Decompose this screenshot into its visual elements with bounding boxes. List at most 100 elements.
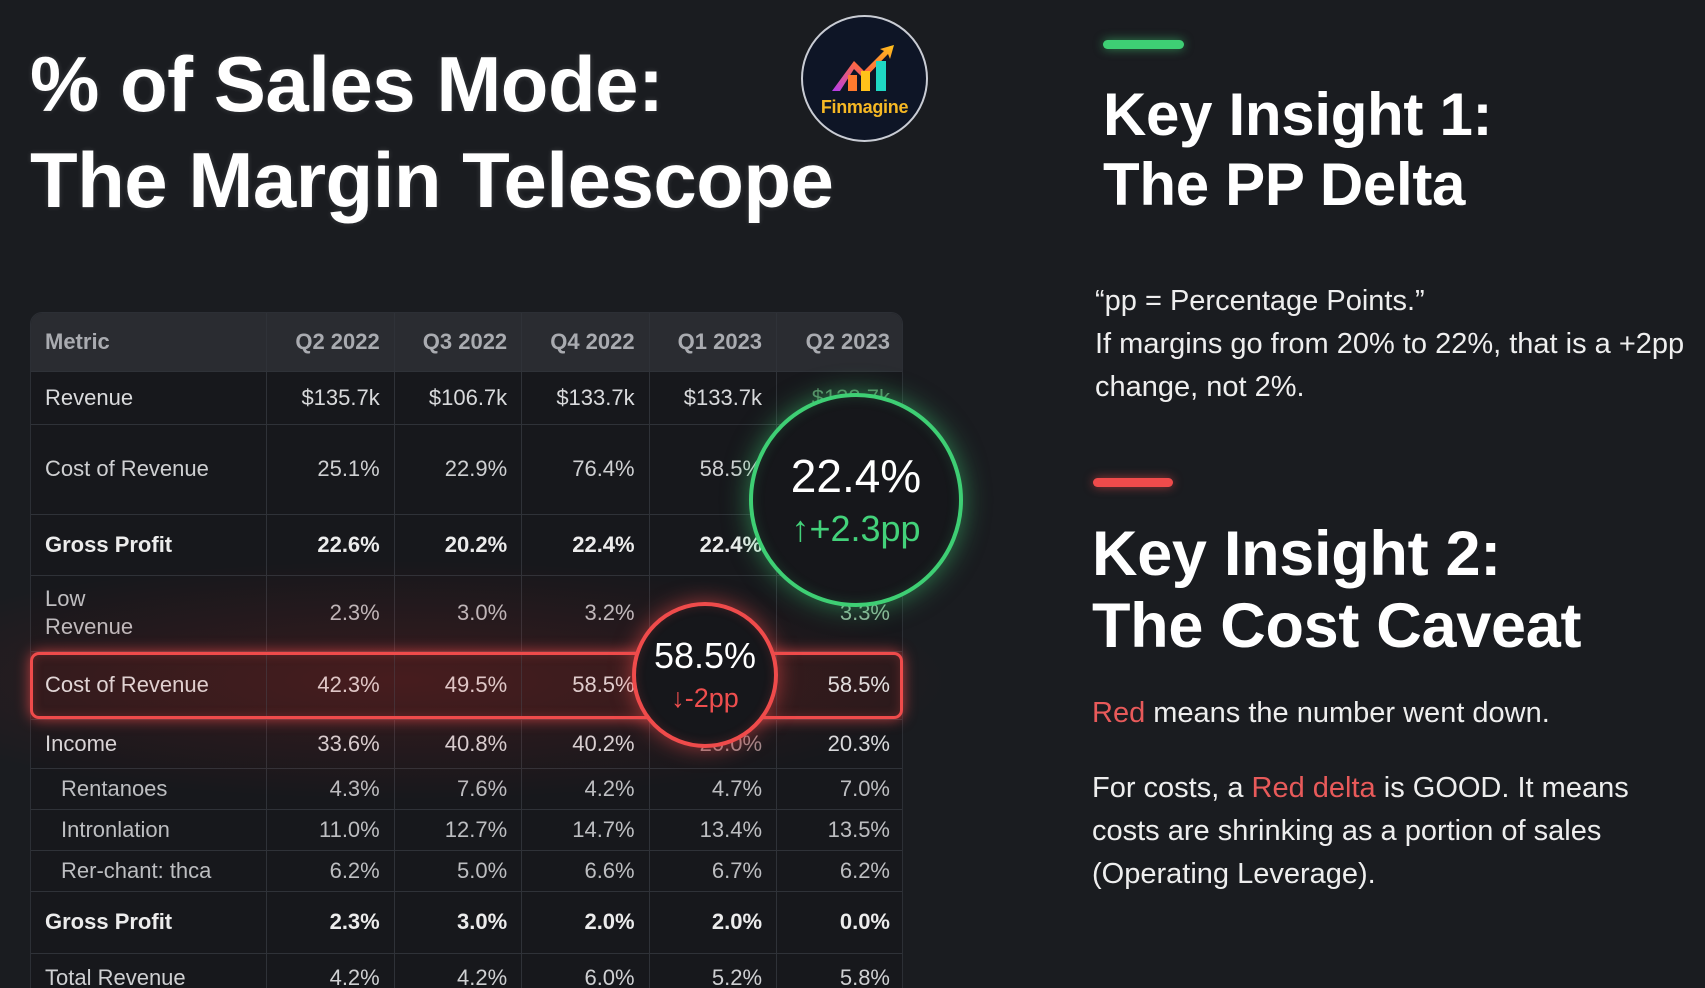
row-label: Cost of Revenue: [31, 424, 268, 515]
column-header-metric: Metric: [31, 313, 268, 372]
cell: 33.6%: [266, 719, 395, 769]
row-label: Gross Profit: [31, 514, 268, 576]
column-header-q1-2023: Q1 2023: [649, 313, 778, 372]
column-header-q2-2022: Q2 2022: [266, 313, 395, 372]
cell: 12.7%: [394, 809, 523, 851]
table-row: Gross Profit 22.6% 20.2% 22.4% 22.4%: [31, 514, 902, 576]
cell: $135.7k: [266, 371, 395, 425]
cell: 25.1%: [266, 424, 395, 515]
insight-2-legend: Red means the number went down.: [1092, 692, 1702, 735]
cell: 2.3%: [266, 891, 395, 954]
red-delta-keyword: Red delta: [1251, 772, 1376, 804]
cell: 5.0%: [394, 850, 523, 892]
insight-1-title: Key Insight 1: The PP Delta: [1103, 80, 1493, 220]
table-row: Total Revenue 4.2% 4.2% 6.0% 5.2% 5.8%: [31, 953, 902, 988]
cell: $106.7k: [394, 371, 523, 425]
cell: 7.6%: [394, 768, 523, 810]
body-suffix: is GOOD. It means costs are shrinking as…: [1092, 772, 1629, 890]
red-accent-bar: [1093, 478, 1173, 487]
cell: 3.2%: [521, 575, 650, 652]
cell: 14.7%: [521, 809, 650, 851]
cell: 42.3%: [266, 651, 395, 720]
row-label: Revenue: [31, 371, 268, 425]
cell: 4.2%: [521, 768, 650, 810]
insight-2-title-line-1: Key Insight 2:: [1092, 519, 1501, 589]
cell: 76.4%: [521, 424, 650, 515]
cell: 3.0%: [394, 575, 523, 652]
cell: 2.0%: [521, 891, 650, 954]
callout-delta-down: ↓-2pp: [671, 683, 739, 713]
insight-2-title: Key Insight 2: The Cost Caveat: [1092, 518, 1581, 662]
cell: 6.7%: [649, 850, 778, 892]
row-label: Low Revenue: [31, 575, 268, 652]
finmagine-logo: Finmagine: [801, 15, 928, 142]
table-row: Rer-chant: thca 6.2% 5.0% 6.6% 6.7% 6.2%: [31, 850, 902, 892]
callout-value: 58.5%: [653, 635, 757, 676]
table-row: Gross Profit 2.3% 3.0% 2.0% 2.0% 0.0%: [31, 891, 902, 954]
cell: 58.5%: [776, 651, 902, 720]
insight-1-body: “pp = Percentage Points.” If margins go …: [1095, 280, 1695, 409]
table-row: Revenue $135.7k $106.7k $133.7k $133.7k …: [31, 371, 902, 425]
row-label-line-2: Revenue: [45, 614, 134, 639]
cell: 2.0%: [649, 891, 778, 954]
title-line-2: The Margin Telescope: [30, 136, 834, 224]
cell: $133.7k: [521, 371, 650, 425]
row-label: Rer-chant: thca: [31, 850, 268, 892]
cell: 7.0%: [776, 768, 902, 810]
column-header-q3-2022: Q3 2022: [394, 313, 523, 372]
cell: 40.2%: [521, 719, 650, 769]
insight-2-title-line-2: The Cost Caveat: [1092, 591, 1582, 661]
cell: 5.8%: [776, 953, 902, 988]
table-row: Low Revenue 2.3% 3.0% 3.2% 3.3%: [31, 575, 902, 652]
legend-text: means the number went down.: [1145, 697, 1550, 729]
insight-1-explanation: If margins go from 20% to 22%, that is a…: [1095, 328, 1685, 403]
row-label: Gross Profit: [31, 891, 268, 954]
row-label: Rentanoes: [31, 768, 268, 810]
cell: 58.5%: [521, 651, 650, 720]
green-accent-bar: [1103, 40, 1184, 49]
negative-delta-callout: 58.5% ↓-2pp: [632, 602, 778, 748]
cell: 13.5%: [776, 809, 902, 851]
row-label: Income: [31, 719, 268, 769]
table-header-row: Metric Q2 2022 Q3 2022 Q4 2022 Q1 2023 Q…: [31, 313, 902, 372]
cell: 49.5%: [394, 651, 523, 720]
body-prefix: For costs, a: [1092, 772, 1252, 804]
cell: 22.6%: [266, 514, 395, 576]
row-label-line-1: Low: [45, 586, 86, 611]
row-label: Total Revenue: [31, 953, 268, 988]
red-keyword: Red: [1092, 697, 1146, 729]
column-header-q2-2023: Q2 2023: [776, 313, 902, 372]
cell: 2.3%: [266, 575, 395, 652]
cell: 20.2%: [394, 514, 523, 576]
callout-value: 22.4%: [790, 450, 922, 502]
cell: 4.2%: [394, 953, 523, 988]
insight-1-title-line-2: The PP Delta: [1103, 151, 1466, 218]
positive-delta-callout: 22.4% ↑+2.3pp: [749, 393, 963, 607]
insight-1-definition: “pp = Percentage Points.”: [1095, 285, 1425, 317]
cell: 4.3%: [266, 768, 395, 810]
cell: 6.0%: [521, 953, 650, 988]
logo-text: Finmagine: [820, 97, 909, 117]
cell: 4.7%: [649, 768, 778, 810]
cell: 5.2%: [649, 953, 778, 988]
table-row: Intronlation 11.0% 12.7% 14.7% 13.4% 13.…: [31, 809, 902, 851]
cell: 6.6%: [521, 850, 650, 892]
row-label: Intronlation: [31, 809, 268, 851]
insight-1-title-line-1: Key Insight 1:: [1103, 81, 1493, 148]
cell: 22.4%: [521, 514, 650, 576]
page-title: % of Sales Mode: The Margin Telescope: [30, 36, 834, 228]
column-header-q4-2022: Q4 2022: [521, 313, 650, 372]
growth-chart-icon: [831, 45, 894, 91]
cell: 6.2%: [266, 850, 395, 892]
title-line-1: % of Sales Mode:: [30, 40, 664, 128]
cell: 6.2%: [776, 850, 902, 892]
row-label: Cost of Revenue: [31, 651, 268, 720]
cell: 22.9%: [394, 424, 523, 515]
cell: 4.2%: [266, 953, 395, 988]
cell: 20.3%: [776, 719, 902, 769]
table-row: Rentanoes 4.3% 7.6% 4.2% 4.7% 7.0%: [31, 768, 902, 810]
callout-delta-up: ↑+2.3pp: [791, 508, 921, 549]
cell: 11.0%: [266, 809, 395, 851]
insight-2-body: For costs, a Red delta is GOOD. It means…: [1092, 767, 1702, 896]
cell: 0.0%: [776, 891, 902, 954]
